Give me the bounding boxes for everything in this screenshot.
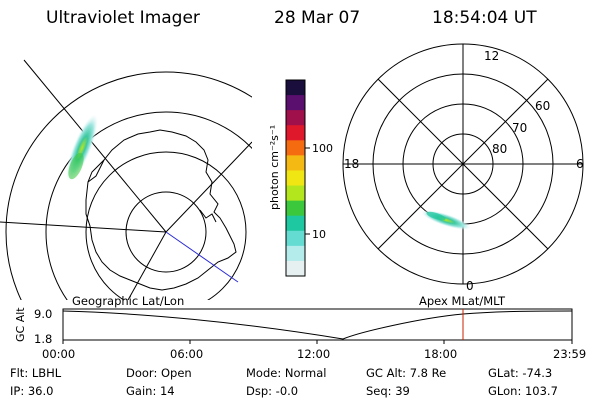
mlat-label-70: 70 — [512, 121, 527, 135]
colorbar-swatch — [286, 110, 305, 126]
sub-satellite-track — [165, 231, 239, 283]
altitude-curve — [62, 310, 573, 340]
aurora-core — [68, 152, 84, 180]
seq-info: Seq: 39 — [366, 384, 410, 398]
mlt-label-6: 6 — [576, 157, 584, 171]
timeline-y-bottom: 1.8 — [34, 332, 52, 346]
meridian-line — [165, 141, 252, 233]
geographic-map — [0, 59, 252, 300]
mlt-polar-map — [342, 43, 584, 285]
coastline-detail — [87, 159, 217, 223]
colorbar-swatch — [286, 95, 305, 111]
meridian-line — [0, 221, 167, 233]
time-label-2359: 23:59 — [553, 347, 586, 361]
time-label-1200: 12:00 — [297, 347, 330, 361]
mlat-label-80: 80 — [492, 142, 507, 156]
meridian-line — [127, 231, 167, 300]
colorbar-swatch — [286, 245, 305, 262]
colorbar-swatch — [286, 125, 305, 141]
colorbar-swatch — [286, 200, 305, 217]
mlt-label-12: 12 — [484, 49, 499, 63]
time-label-0600: 06:00 — [170, 347, 203, 361]
app-title: Ultraviolet Imager — [46, 8, 200, 28]
timeline-y-top: 9.0 — [34, 307, 52, 321]
filter-info: Flt: LBHL — [10, 366, 62, 380]
colorbar-tick-100: 100 — [312, 142, 333, 155]
colorbar-swatch — [286, 140, 305, 156]
lat-circle-mid — [85, 151, 247, 300]
aurora-core-mlt — [426, 211, 446, 221]
lat-circle-inner — [125, 191, 207, 273]
colorbar-swatch — [286, 155, 305, 172]
colorbar-swatch — [286, 230, 305, 247]
date-label: 28 Mar 07 — [274, 8, 361, 28]
gc-alt-info: GC Alt: 7.8 Re — [366, 366, 447, 380]
meridian-line — [23, 59, 167, 233]
lat-circle-outer — [45, 111, 252, 300]
mlt-line-diag — [377, 78, 549, 250]
gain-info: Gain: 14 — [126, 384, 175, 398]
mlat-label-60: 60 — [535, 99, 550, 113]
time-label: 18:54:04 UT — [432, 8, 537, 28]
mode-info: Mode: Normal — [246, 366, 327, 380]
mlt-label-18: 18 — [344, 157, 359, 171]
glon-info: GLon: 103.7 — [488, 384, 558, 398]
lat-circle-outer2 — [5, 71, 252, 300]
time-label-1800: 18:00 — [424, 347, 457, 361]
altitude-timeline — [62, 308, 573, 344]
colorbar-swatch — [286, 80, 305, 96]
left-map-title: Geographic Lat/Lon — [72, 294, 184, 308]
colorbar-label: photon cm⁻²s⁻¹ — [268, 125, 281, 210]
coastline — [85, 129, 237, 291]
door-info: Door: Open — [126, 366, 192, 380]
timeline-axis-label: GC Alt — [14, 307, 27, 342]
colorbar-tick-10: 10 — [312, 228, 326, 241]
colorbar — [285, 79, 306, 277]
time-label-0000: 00:00 — [42, 347, 75, 361]
ip-info: IP: 36.0 — [10, 384, 54, 398]
right-map-title: Apex MLat/MLT — [419, 294, 506, 308]
colorbar-swatch — [286, 260, 305, 277]
mlt-label-0: 0 — [466, 279, 474, 293]
dsp-info: Dsp: -0.0 — [246, 384, 299, 398]
colorbar-swatch — [286, 215, 305, 232]
colorbar-swatch — [286, 185, 305, 202]
glat-info: GLat: -74.3 — [488, 366, 553, 380]
colorbar-swatch — [286, 170, 305, 187]
aurora-oval-mlt — [421, 210, 471, 230]
colorbar-frame — [285, 79, 306, 277]
